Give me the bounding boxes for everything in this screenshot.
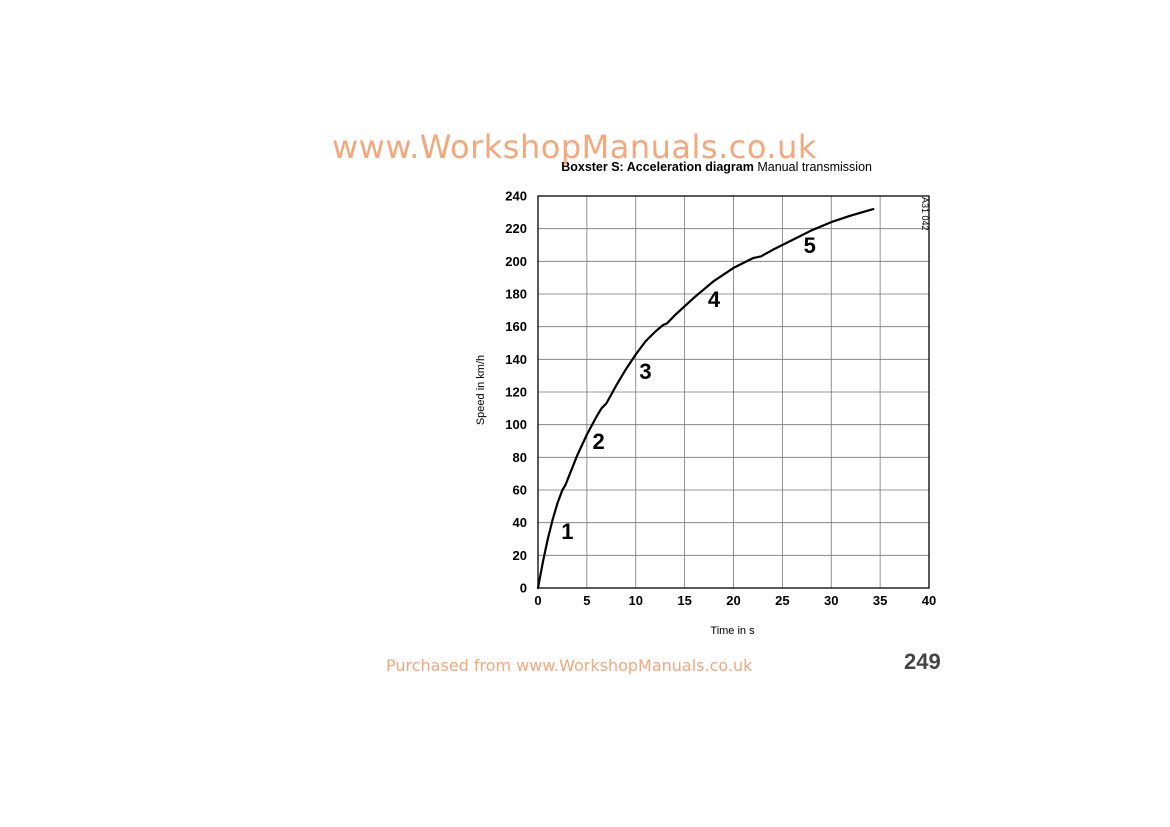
series-line <box>536 208 875 590</box>
gear-label: 1 <box>561 519 573 544</box>
x-tick-label: 25 <box>775 593 789 608</box>
y-tick-label: 200 <box>505 254 527 269</box>
y-axis-label: Speed in km/h <box>475 355 487 425</box>
page-number: 249 <box>904 649 941 674</box>
gear-label: 5 <box>804 233 816 258</box>
y-tick-label: 0 <box>520 581 527 596</box>
x-axis-label: Time in s <box>710 625 755 637</box>
x-tick-label: 5 <box>583 593 590 608</box>
chart-title-main: Boxster S: Acceleration diagram <box>561 160 754 174</box>
y-tick-labels: 0 20 40 60 80 100 120 140 160 180 200 220 240 <box>505 189 527 596</box>
x-tick-labels: 0 5 10 15 20 25 30 35 40 <box>534 593 936 608</box>
watermark-top: www.WorkshopManuals.co.uk <box>332 128 817 166</box>
grid-lines <box>538 196 929 588</box>
x-tick-label: 40 <box>922 593 936 608</box>
y-tick-label: 120 <box>505 385 527 400</box>
x-tick-label: 15 <box>677 593 691 608</box>
reference-code: A31 042 <box>920 197 930 231</box>
y-tick-label: 240 <box>505 189 527 204</box>
gear-labels: 1 2 3 4 5 <box>561 233 816 544</box>
watermark-bottom: Purchased from www.WorkshopManuals.co.uk <box>386 656 753 675</box>
gear-label: 4 <box>708 287 721 312</box>
y-tick-label: 80 <box>513 450 527 465</box>
y-tick-label: 220 <box>505 221 527 236</box>
chart-subtitle: Manual transmission <box>757 160 872 174</box>
x-tick-label: 10 <box>629 593 643 608</box>
y-tick-label: 180 <box>505 287 527 302</box>
y-tick-label: 20 <box>513 548 527 563</box>
y-tick-label: 140 <box>505 352 527 367</box>
y-tick-label: 160 <box>505 319 527 334</box>
x-tick-label: 30 <box>824 593 838 608</box>
x-tick-label: 0 <box>534 593 541 608</box>
x-tick-label: 35 <box>873 593 887 608</box>
gear-label: 3 <box>639 359 651 384</box>
chart-title: Boxster S: Acceleration diagram Manual t… <box>561 160 872 174</box>
x-tick-label: 20 <box>726 593 740 608</box>
y-tick-label: 60 <box>513 483 527 498</box>
y-tick-label: 40 <box>513 515 527 530</box>
y-tick-label: 100 <box>505 417 527 432</box>
gear-label: 2 <box>592 429 604 454</box>
plot-frame <box>537 195 930 589</box>
